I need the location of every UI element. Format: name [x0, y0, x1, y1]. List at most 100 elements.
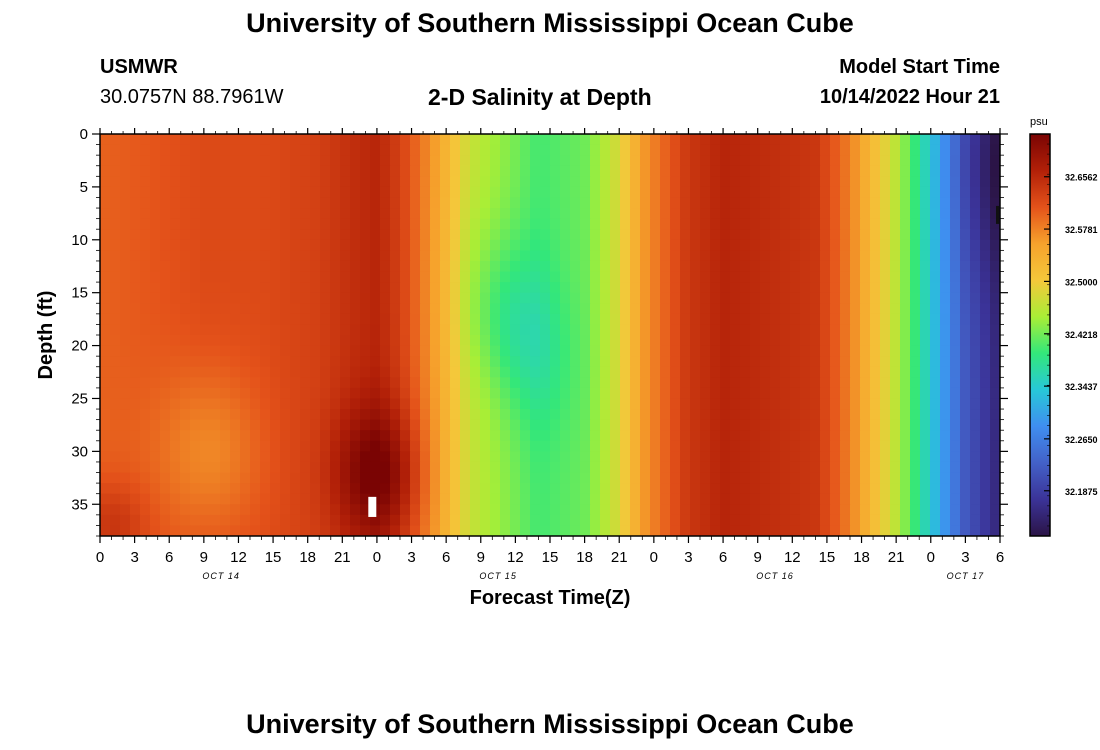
heatmap-cell	[470, 197, 481, 209]
heatmap-cell	[660, 461, 671, 474]
heatmap-cell	[910, 260, 921, 273]
heatmap-cell	[610, 419, 621, 431]
heatmap-cell	[110, 398, 121, 410]
heatmap-cell	[910, 144, 921, 156]
heatmap-cell	[490, 461, 501, 474]
heatmap-cell	[660, 208, 671, 220]
heatmap-cell	[660, 176, 671, 188]
heatmap-cell	[710, 271, 721, 283]
heatmap-cell	[500, 229, 511, 241]
heatmap-cell	[110, 292, 121, 304]
heatmap-cell	[130, 345, 141, 357]
heatmap-cell	[470, 134, 481, 146]
heatmap-cell	[890, 472, 901, 484]
heatmap-cell	[930, 493, 941, 505]
heatmap-cell	[150, 419, 161, 431]
heatmap-cell	[250, 250, 261, 262]
heatmap-cell	[230, 409, 241, 421]
heatmap-cell	[220, 430, 231, 442]
heatmap-cell	[510, 345, 521, 357]
heatmap-cell	[540, 134, 551, 146]
heatmap-cell	[960, 504, 971, 516]
heatmap-cell	[210, 197, 221, 209]
heatmap-cell	[700, 239, 711, 251]
heatmap-cell	[510, 260, 521, 273]
heatmap-cell	[370, 197, 381, 209]
heatmap-cell	[250, 324, 261, 336]
heatmap-cell	[610, 250, 621, 262]
heatmap-cell	[350, 345, 361, 357]
heatmap-cell	[890, 398, 901, 410]
heatmap-cell	[140, 514, 151, 527]
heatmap-cell	[700, 461, 711, 474]
heatmap-cell	[470, 144, 481, 156]
heatmap-cell	[910, 514, 921, 527]
heatmap-cell	[510, 218, 521, 230]
heatmap-cell	[840, 155, 851, 167]
heatmap-cell	[150, 504, 161, 516]
heatmap-cell	[580, 366, 591, 378]
heatmap-cell	[610, 134, 621, 146]
heatmap-cell	[370, 208, 381, 220]
heatmap-cell	[880, 451, 891, 463]
heatmap-cell	[330, 208, 341, 220]
heatmap-cell	[880, 356, 891, 368]
heatmap-cell	[370, 239, 381, 251]
heatmap-cell	[700, 303, 711, 315]
heatmap-cell	[970, 461, 981, 474]
heatmap-cell	[490, 165, 501, 177]
heatmap-cell	[850, 197, 861, 209]
heatmap-cell	[980, 324, 991, 336]
heatmap-cell	[600, 229, 611, 241]
heatmap-cell	[790, 335, 801, 347]
heatmap-cell	[320, 483, 331, 495]
heatmap-cell	[810, 377, 821, 389]
heatmap-cell	[470, 335, 481, 347]
heatmap-cell	[750, 345, 761, 357]
heatmap-cell	[600, 292, 611, 304]
heatmap-cell	[360, 430, 371, 442]
heatmap-cell	[570, 239, 581, 251]
heatmap-cell	[440, 324, 451, 336]
heatmap-cell	[810, 419, 821, 431]
heatmap-cell	[670, 451, 681, 463]
heatmap-cell	[340, 525, 351, 536]
heatmap-cell	[270, 229, 281, 241]
heatmap-cell	[740, 377, 751, 389]
heatmap-cell	[670, 197, 681, 209]
heatmap-cell	[230, 197, 241, 209]
heatmap-cell	[400, 282, 411, 294]
heatmap-cell	[240, 260, 251, 273]
heatmap-cell	[860, 165, 871, 177]
heatmap-cell	[730, 335, 741, 347]
heatmap-cell	[150, 398, 161, 410]
heatmap-cell	[300, 409, 311, 421]
heatmap-cell	[450, 186, 461, 199]
heatmap-cell	[920, 292, 931, 304]
heatmap-cell	[740, 208, 751, 220]
heatmap-cell	[560, 493, 571, 505]
heatmap-cell	[270, 324, 281, 336]
heatmap-cell	[650, 165, 661, 177]
heatmap-cell	[590, 504, 601, 516]
heatmap-cell	[150, 356, 161, 368]
heatmap-cell	[630, 472, 641, 484]
heatmap-cell	[170, 176, 181, 188]
heatmap-cell	[780, 461, 791, 474]
colorbar-tick-label: 32.2650	[1065, 435, 1098, 445]
heatmap-cell	[630, 229, 641, 241]
heatmap-cell	[950, 514, 961, 527]
heatmap-cell	[550, 504, 561, 516]
heatmap-cell	[890, 345, 901, 357]
heatmap-cell	[520, 440, 531, 452]
heatmap-cell	[890, 134, 901, 146]
heatmap-cell	[530, 493, 541, 505]
heatmap-cell	[520, 504, 531, 516]
heatmap-cell	[130, 472, 141, 484]
heatmap-cell	[800, 208, 811, 220]
heatmap-cell	[250, 398, 261, 410]
heatmap-cell	[170, 165, 181, 177]
heatmap-cell	[300, 472, 311, 484]
heatmap-cell	[610, 176, 621, 188]
heatmap-cell	[200, 366, 211, 378]
